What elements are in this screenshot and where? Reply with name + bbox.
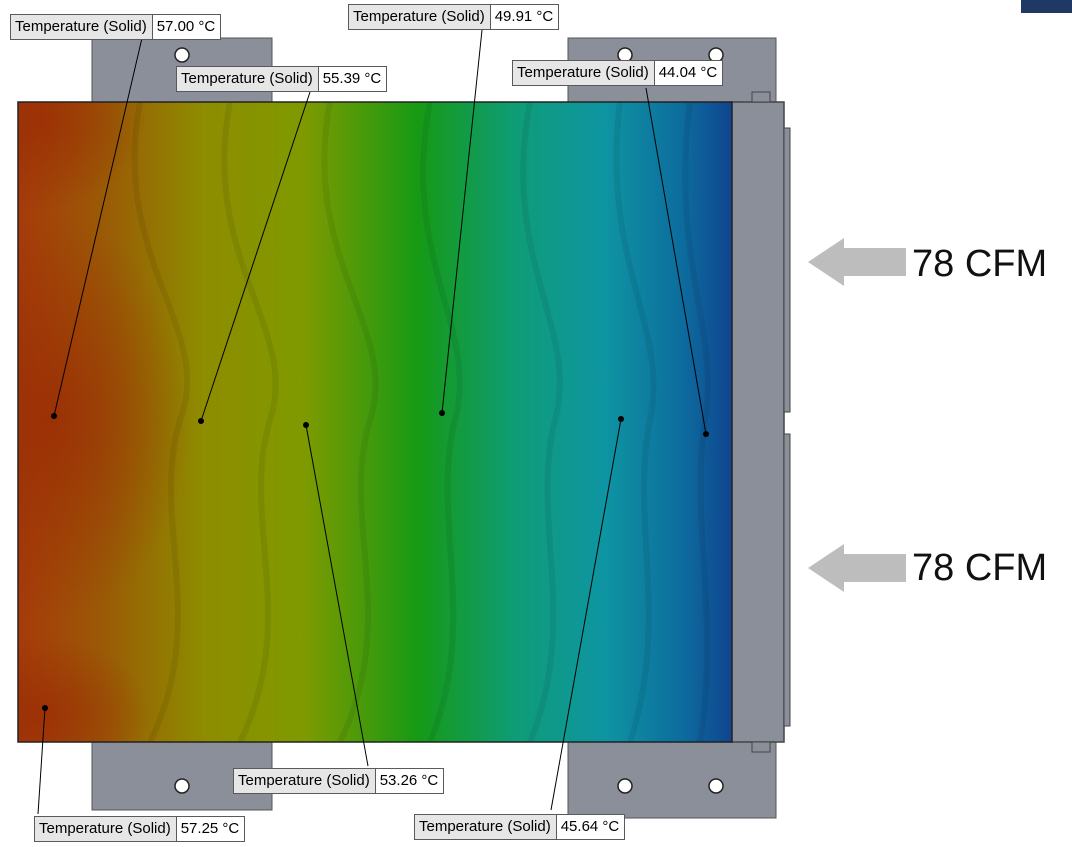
probe-label: Temperature (Solid) 44.04 °C: [512, 60, 724, 86]
probe-label: Temperature (Solid) 49.91 °C: [348, 4, 560, 30]
probe-point: [303, 422, 309, 428]
fan-housing-tab: [751, 741, 771, 753]
fan-housing-rail: [783, 433, 791, 727]
probe-leader-line: [441, 29, 483, 414]
isotherm-bands: [131, 102, 711, 742]
probe-point: [703, 431, 709, 437]
probe-point: [42, 705, 48, 711]
probe-value: 57.25 °C: [176, 817, 245, 841]
mounting-hole: [174, 47, 190, 63]
probe-leader-line: [37, 707, 46, 815]
probe-leader-line: [200, 91, 311, 422]
airflow-label: 78 CFM: [912, 243, 1048, 285]
probe-leader-line: [305, 424, 369, 767]
probe-value: 44.04 °C: [654, 61, 723, 85]
airflow-arrow: [808, 238, 906, 286]
probe-leader-lines: [37, 29, 707, 815]
probe-point: [618, 416, 624, 422]
probe-name: Temperature (Solid): [415, 815, 557, 839]
mounting-hole: [174, 778, 190, 794]
probe-value: 55.39 °C: [318, 67, 387, 91]
probe-label: Temperature (Solid) 53.26 °C: [233, 768, 445, 794]
probe-leader-line: [550, 418, 622, 811]
probe-value: 53.26 °C: [375, 769, 444, 793]
probe-value: 49.91 °C: [490, 5, 559, 29]
probe-point: [51, 413, 57, 419]
probe-label: Temperature (Solid) 55.39 °C: [176, 66, 388, 92]
probe-leader-line: [645, 87, 707, 435]
probe-name: Temperature (Solid): [513, 61, 655, 85]
probe-point: [439, 410, 445, 416]
fan-housing-rail: [783, 127, 791, 413]
fan-housing-tab: [751, 91, 771, 103]
airflow-arrow: [808, 544, 906, 592]
airflow-label: 78 CFM: [912, 547, 1048, 589]
thermal-plate: [18, 102, 732, 742]
mounting-bracket: [567, 741, 777, 819]
probe-label: Temperature (Solid) 45.64 °C: [414, 814, 626, 840]
probe-name: Temperature (Solid): [234, 769, 376, 793]
probe-name: Temperature (Solid): [11, 15, 153, 39]
probe-value: 57.00 °C: [152, 15, 221, 39]
probe-label: Temperature (Solid) 57.00 °C: [10, 14, 222, 40]
probe-leader-line: [53, 37, 143, 417]
corner-accent: [1021, 0, 1072, 13]
probe-name: Temperature (Solid): [35, 817, 177, 841]
probe-points: [42, 410, 709, 711]
probe-value: 45.64 °C: [556, 815, 625, 839]
probe-label: Temperature (Solid) 57.25 °C: [34, 816, 246, 842]
fan-housing: [729, 101, 785, 743]
probe-name: Temperature (Solid): [177, 67, 319, 91]
probe-point: [198, 418, 204, 424]
mounting-hole: [708, 778, 724, 794]
probe-name: Temperature (Solid): [349, 5, 491, 29]
mounting-hole: [617, 778, 633, 794]
